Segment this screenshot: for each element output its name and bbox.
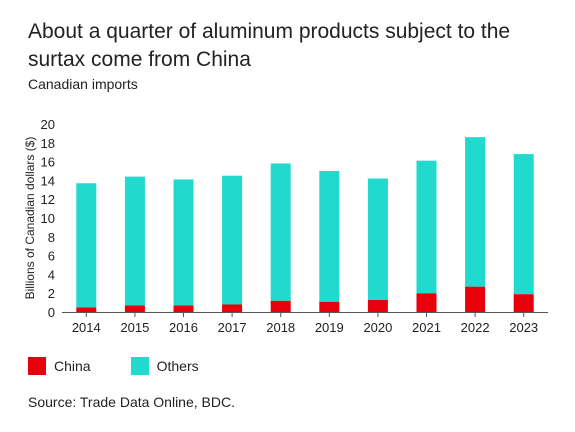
legend-item-others: Others (130, 357, 199, 375)
x-tick-label: 2017 (218, 320, 247, 335)
x-tick-label: 2022 (461, 320, 490, 335)
chart-title: About a quarter of aluminum products sub… (28, 20, 511, 71)
bar-others-2019 (319, 171, 340, 302)
chart-subtitle: Canadian imports (28, 76, 138, 92)
y-tick-label: 14 (41, 173, 55, 188)
legend-swatch-china (28, 357, 46, 375)
bar-china-2019 (319, 301, 340, 312)
bar-others-2023 (513, 154, 534, 295)
y-tick-label: 2 (48, 286, 55, 301)
legend-label-others: Others (156, 358, 199, 374)
source-note: Source: Trade Data Online, BDC. (28, 394, 235, 410)
y-tick-label: 6 (48, 249, 55, 264)
bar-others-2021 (416, 160, 437, 294)
y-tick-label: 4 (48, 267, 55, 282)
bar-others-2022 (465, 137, 486, 287)
bar-china-2014 (76, 307, 97, 312)
bar-china-2021 (416, 293, 437, 312)
bar-china-2023 (513, 294, 534, 312)
y-tick-label: 16 (41, 155, 55, 170)
x-tick-label: 2020 (363, 320, 392, 335)
x-tick-label: 2023 (509, 320, 538, 335)
y-tick-label: 8 (48, 230, 55, 245)
y-axis-label: Billions of Canadian dollars ($) (23, 137, 37, 300)
y-axis: 0 2 4 6 8 10 12 14 16 18 20 (41, 117, 55, 320)
x-tick-label: 2015 (120, 320, 149, 335)
x-tick-label: 2014 (72, 320, 101, 335)
bar-others-2017 (222, 175, 243, 305)
bar-china-2016 (173, 305, 194, 312)
bar-china-2017 (222, 304, 243, 312)
x-axis: 2014 2015 2016 2017 2018 2019 2020 2021 2022 2023 (62, 312, 548, 335)
x-tick-label: 2021 (412, 320, 441, 335)
bar-china-2015 (124, 305, 145, 312)
bar-china-2018 (270, 300, 291, 312)
bars (76, 137, 534, 312)
bar-others-2015 (124, 176, 145, 306)
x-tick-label: 2019 (315, 320, 344, 335)
y-tick-label: 20 (41, 117, 55, 132)
x-tick-label: 2018 (266, 320, 295, 335)
y-tick-label: 12 (41, 192, 55, 207)
legend: China Others (28, 357, 239, 375)
bar-china-2022 (465, 286, 486, 312)
y-tick-label: 18 (41, 136, 55, 151)
bar-others-2014 (76, 183, 97, 308)
y-tick-label: 10 (41, 211, 55, 226)
bar-others-2020 (367, 178, 388, 300)
legend-swatch-others (130, 357, 149, 375)
y-tick-label: 0 (48, 305, 55, 320)
bar-others-2018 (270, 163, 291, 301)
bar-others-2016 (173, 179, 194, 306)
legend-label-china: China (54, 358, 91, 374)
bar-china-2020 (367, 299, 388, 312)
legend-item-china: China (28, 357, 91, 375)
x-tick-label: 2016 (169, 320, 198, 335)
